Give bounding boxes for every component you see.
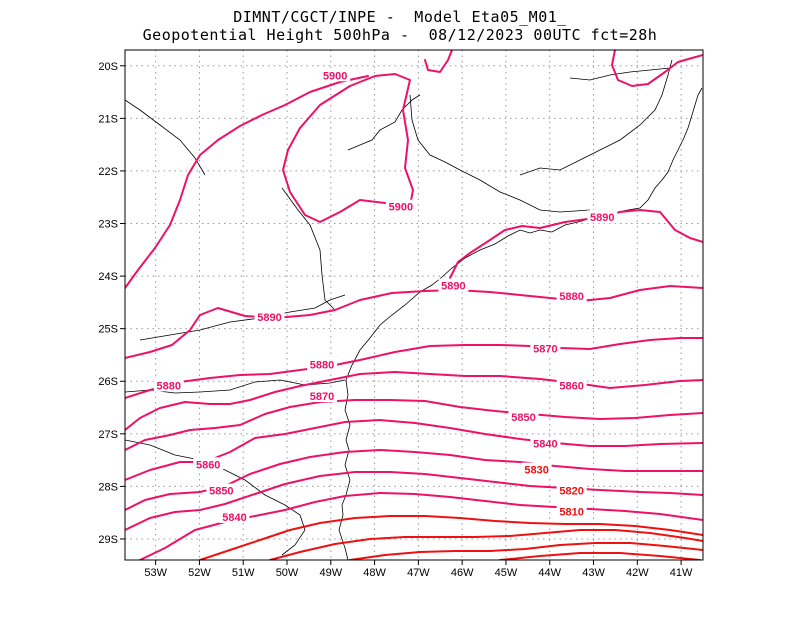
height-contour-line (499, 552, 701, 560)
lat-tick-label: 22S (98, 166, 118, 178)
contour-label: 5860 (196, 459, 220, 471)
height-contour-line (125, 449, 703, 511)
contour-label: 5900 (389, 202, 413, 214)
axis-tick-labels: 20S 21S 22S 23S 24S 25S 26S 27S 28S 29S 53W 52W 51W 5… (98, 61, 693, 579)
map-title-line-2: Geopotential Height 500hPa - 08/12/2023 … (142, 26, 658, 44)
height-contour-line (125, 399, 703, 451)
contour-label: 5840 (222, 512, 246, 524)
contour-label-background (320, 68, 351, 82)
state-boundary (347, 94, 421, 151)
height-contour-line (125, 371, 703, 431)
lon-tick-label: 53W (144, 567, 167, 579)
state-boundary (125, 99, 206, 176)
lat-tick-label: 23S (98, 219, 118, 231)
lat-tick-label: 27S (98, 429, 118, 441)
contour-label: 5860 (559, 380, 583, 392)
height-contour-line (611, 50, 703, 87)
lon-tick-label: 45W (495, 567, 518, 579)
contour-label-background (508, 410, 539, 424)
state-boundary (125, 379, 346, 394)
plot-frame (124, 49, 704, 561)
lon-tick-label: 51W (232, 567, 255, 579)
lon-tick-label: 42W (626, 567, 649, 579)
lat-tick-label: 29S (98, 534, 118, 546)
height-contour-line (349, 542, 703, 560)
contour-label-background (587, 210, 618, 224)
lat-tick-label: 24S (98, 271, 118, 283)
contour-label-background (556, 378, 587, 392)
contour-label-background (307, 357, 338, 371)
contour-label-background (530, 436, 561, 450)
contour-label: 5870 (533, 344, 557, 356)
lon-tick-label: 44W (538, 567, 561, 579)
contour-label: 5900 (323, 70, 347, 82)
contour-label: 5890 (590, 212, 614, 224)
state-boundary (281, 187, 336, 311)
height-contour-line (269, 529, 703, 560)
lon-tick-label: 49W (319, 567, 342, 579)
contour-label: 5890 (257, 312, 281, 324)
lon-tick-label: 48W (363, 567, 386, 579)
height-contours (125, 50, 703, 560)
height-contour-line (125, 285, 703, 359)
lon-tick-label: 46W (451, 567, 474, 579)
contour-label: 5890 (441, 281, 465, 293)
lon-tick-label: 41W (670, 567, 693, 579)
state-boundary (409, 94, 591, 213)
height-contour-line (199, 515, 703, 560)
lat-tick-label: 21S (98, 113, 118, 125)
lat-tick-label: 26S (98, 376, 118, 388)
contour-label-background (219, 509, 250, 523)
contour-label-background (153, 378, 184, 392)
height-contour-line (424, 50, 453, 73)
state-boundary (139, 294, 346, 341)
height-contour-line (139, 492, 703, 560)
contour-label: 5850 (209, 486, 233, 498)
contour-label-background (385, 199, 416, 213)
contour-label: 5850 (511, 412, 535, 424)
state-boundary (125, 439, 306, 556)
contour-label-background (206, 483, 237, 497)
state-boundary (519, 59, 673, 176)
contour-label: 5880 (310, 359, 334, 371)
height-contour-line (125, 471, 703, 531)
contour-label-background (556, 483, 587, 497)
contour-label-background (438, 278, 469, 292)
lat-tick-label: 28S (98, 481, 118, 493)
contour-label: 5840 (533, 438, 557, 450)
lat-tick-label: 20S (98, 61, 118, 73)
height-contour-line (282, 73, 414, 223)
lon-tick-label: 50W (276, 567, 299, 579)
height-contour-line (125, 75, 369, 289)
contour-label: 5830 (524, 465, 548, 477)
state-boundary (569, 67, 671, 81)
contour-label: 5870 (310, 391, 334, 403)
contour-label-background (556, 504, 587, 518)
contour-label-background (307, 389, 338, 403)
contour-label-background (530, 341, 561, 355)
height-contour-line (449, 209, 703, 279)
coastline (338, 87, 703, 560)
height-contour-line (125, 337, 703, 399)
lon-tick-label: 47W (407, 567, 430, 579)
contour-label-background (521, 462, 552, 476)
contour-label-background (254, 310, 285, 324)
contour-labels: 5900 5900 5890 5890 5890 5880 5880 5880 5870 5870… (153, 68, 618, 524)
contour-label: 5880 (559, 291, 583, 303)
contour-label: 5880 (157, 380, 181, 392)
contour-label: 5820 (559, 486, 583, 498)
map-title-line-1: DIMNT/CGCT/INPE - Model Eta05_M01_ (233, 8, 567, 26)
contour-label-background (193, 457, 224, 471)
contour-label: 5810 (559, 507, 583, 519)
lat-tick-label: 25S (98, 324, 118, 336)
lon-tick-label: 52W (188, 567, 211, 579)
lon-tick-label: 43W (582, 567, 605, 579)
contour-label-background (556, 289, 587, 303)
